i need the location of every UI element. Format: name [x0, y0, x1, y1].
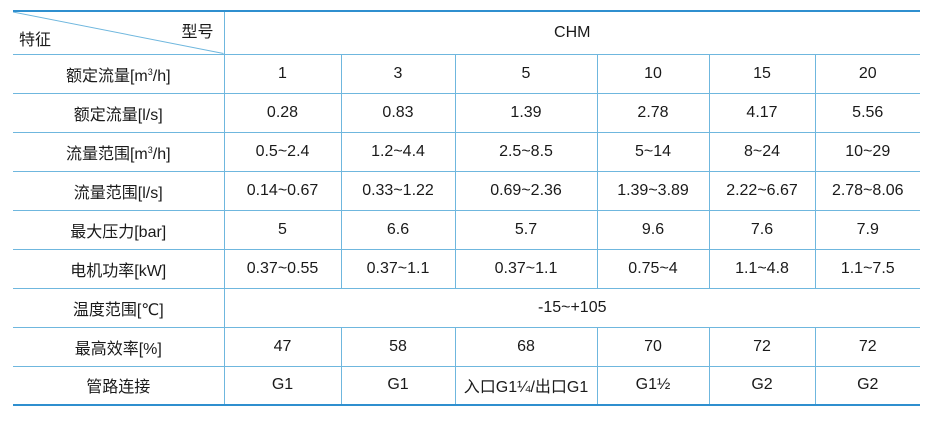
table-cell: 0.37~1.1 [340, 249, 455, 289]
table-cell: 0.37~1.1 [454, 249, 597, 289]
table-cell: G1 [340, 366, 455, 406]
table-cell: 入口G1¼/出口G1 [454, 366, 597, 406]
table-cell: 1 [223, 54, 341, 94]
table-cell: 5.7 [454, 210, 597, 250]
merged-cell: -15~+105 [223, 288, 920, 328]
table-cell: 1.1~7.5 [814, 249, 920, 289]
corner-feature-label: 特征 [19, 31, 52, 49]
table-cell: 0.5~2.4 [223, 132, 341, 172]
row-label: 管路连接 [13, 366, 224, 406]
row-label: 电机功率[kW] [13, 249, 224, 289]
row-label: 流量范围[m3/h] [13, 132, 224, 172]
table-cell: 0.69~2.36 [454, 171, 597, 211]
table-cell: 20 [814, 54, 920, 94]
table-cell: 68 [454, 327, 597, 367]
table-cell: G2 [708, 366, 815, 406]
table-cell: 0.33~1.22 [340, 171, 455, 211]
table-cell: 58 [340, 327, 455, 367]
table-cell: 47 [223, 327, 341, 367]
table-row: 额定流量[l/s] 0.28 0.83 1.39 2.78 4.17 5.56 [13, 93, 920, 133]
table-cell: 0.14~0.67 [223, 171, 341, 211]
row-label: 最大压力[bar] [13, 210, 224, 250]
table-row: 额定流量[m3/h] 1 3 5 10 15 20 [13, 54, 920, 94]
table-cell: 1.39~3.89 [596, 171, 709, 211]
table-cell: 5~14 [596, 132, 709, 172]
table-cell: 1.39 [454, 93, 597, 133]
row-label: 额定流量[l/s] [13, 93, 224, 133]
table-row: 温度范围[℃] -15~+105 [13, 288, 920, 328]
table-cell: G1½ [596, 366, 709, 406]
table-cell: 7.9 [814, 210, 920, 250]
table-cell: 5 [223, 210, 341, 250]
table-cell: 2.78~8.06 [814, 171, 920, 211]
table-cell: 15 [708, 54, 815, 94]
table-cell: 0.37~0.55 [223, 249, 341, 289]
table-cell: 6.6 [340, 210, 455, 250]
table-cell: G1 [223, 366, 341, 406]
table-cell: 0.28 [223, 93, 341, 133]
table-row: 最高效率[%] 47 58 68 70 72 72 [13, 327, 920, 367]
corner-header-cell: 型号 特征 [13, 10, 224, 55]
spec-table: 型号 特征 CHM 额定流量[m3/h] 1 3 5 10 15 20 额定流量… [13, 10, 920, 406]
table-cell: 4.17 [708, 93, 815, 133]
table-cell: 2.5~8.5 [454, 132, 597, 172]
table-cell: 9.6 [596, 210, 709, 250]
row-label: 最高效率[%] [13, 327, 224, 367]
table-row: 流量范围[l/s] 0.14~0.67 0.33~1.22 0.69~2.36 … [13, 171, 920, 211]
row-label: 流量范围[l/s] [13, 171, 224, 211]
table-cell: 2.22~6.67 [708, 171, 815, 211]
table-cell: 70 [596, 327, 709, 367]
table-row: 电机功率[kW] 0.37~0.55 0.37~1.1 0.37~1.1 0.7… [13, 249, 920, 289]
row-label: 额定流量[m3/h] [13, 54, 224, 94]
row-label: 温度范围[℃] [13, 288, 224, 328]
table-cell: G2 [814, 366, 920, 406]
table-cell: 0.83 [340, 93, 455, 133]
table-row: 最大压力[bar] 5 6.6 5.7 9.6 7.6 7.9 [13, 210, 920, 250]
table-cell: 1.1~4.8 [708, 249, 815, 289]
header-row: 型号 特征 CHM [13, 10, 920, 55]
table-cell: 10 [596, 54, 709, 94]
table-cell: 5.56 [814, 93, 920, 133]
table-row: 管路连接 G1 G1 入口G1¼/出口G1 G1½ G2 G2 [13, 366, 920, 406]
table-cell: 8~24 [708, 132, 815, 172]
series-header: CHM [223, 10, 920, 55]
table-cell: 5 [454, 54, 597, 94]
table-cell: 0.75~4 [596, 249, 709, 289]
table-row: 流量范围[m3/h] 0.5~2.4 1.2~4.4 2.5~8.5 5~14 … [13, 132, 920, 172]
diagonal-divider [13, 12, 224, 54]
table-cell: 2.78 [596, 93, 709, 133]
table-cell: 72 [708, 327, 815, 367]
table-cell: 3 [340, 54, 455, 94]
table-cell: 1.2~4.4 [340, 132, 455, 172]
table-cell: 10~29 [814, 132, 920, 172]
corner-model-label: 型号 [181, 24, 214, 41]
table-cell: 7.6 [708, 210, 815, 250]
table-cell: 72 [814, 327, 920, 367]
